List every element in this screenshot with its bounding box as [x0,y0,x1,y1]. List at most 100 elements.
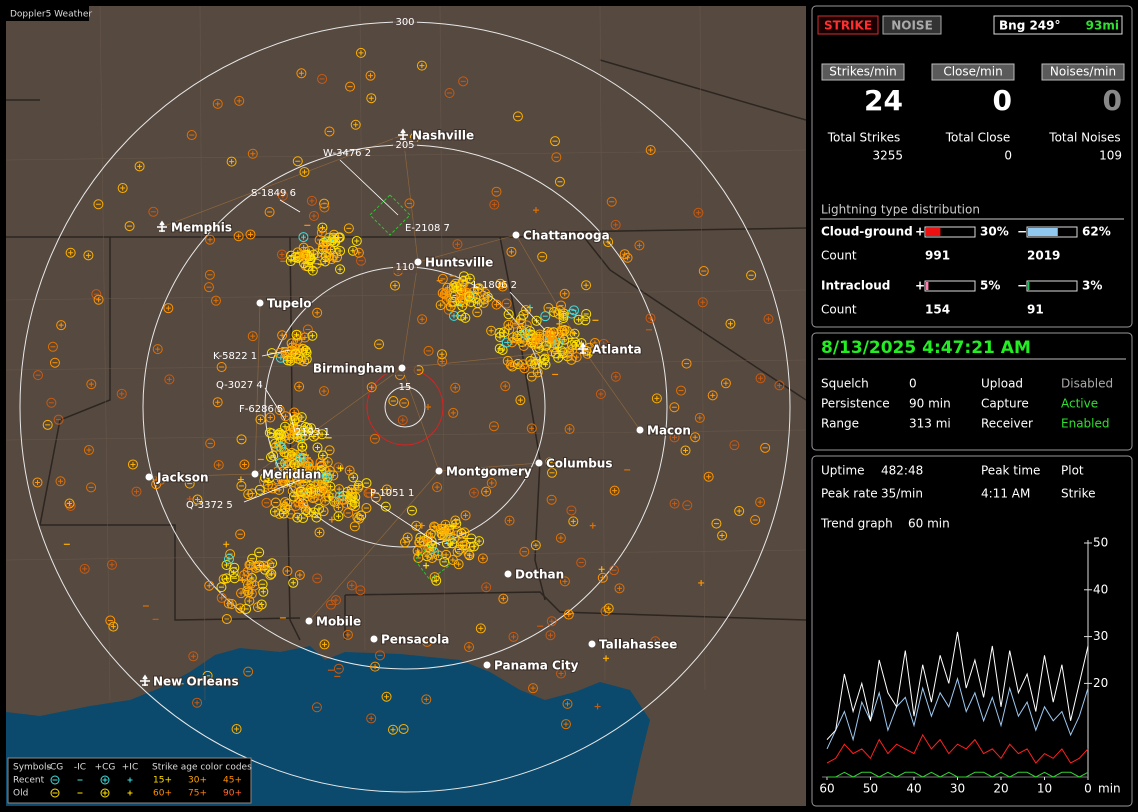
strike-symbol [501,337,512,348]
strike-sign [68,250,74,256]
strike-sign [613,222,619,228]
strike-symbol [321,471,332,482]
percent-label: 3% [1082,279,1102,293]
strike-button[interactable] [817,15,879,35]
strike-symbol [694,412,705,423]
strike-symbol [498,593,509,604]
strike-symbol [164,374,175,385]
strike-symbol [274,405,285,416]
legend-age: 45+ [223,776,242,786]
strike-symbol [450,382,461,393]
strike-symbol [370,492,381,503]
storm-label: E-2108 7 [405,223,450,234]
strike-symbol [316,227,327,238]
total-label: Total Noises [1048,131,1120,145]
strike-sign [303,348,309,354]
strike-symbol [314,527,325,538]
strike-symbol [253,562,264,573]
strike-symbol [477,553,488,564]
strike-sign [268,571,274,577]
strike-sign [278,432,284,438]
strike-symbol [301,354,312,365]
rate-header [931,63,1015,81]
strike-symbol [93,199,104,210]
strike-symbol [546,467,557,478]
strike-symbol [289,415,300,426]
strike-symbol [311,512,322,523]
distribution-row-label: Intracloud [821,279,890,293]
strike-symbol [690,432,701,443]
strike-symbol [520,305,531,316]
strike-symbol [390,280,401,291]
strike-symbol [307,330,318,341]
strike-sign [463,512,469,518]
strike-symbol [55,476,66,487]
bar-track [924,226,976,238]
strike-symbol [547,334,558,345]
storm-leader [261,349,291,357]
status-cell: Squelch [821,377,869,391]
strike-symbol [249,580,260,591]
strike-symbol [750,515,761,526]
strike-symbol [457,537,468,548]
strike-symbol [698,579,705,586]
strike-sign [291,417,297,423]
storm-leader [509,291,546,331]
strike-symbol [437,273,448,284]
strike-symbol [453,559,464,570]
stats-cell: Uptime [821,464,865,478]
title-badge [6,6,89,21]
strike-sign [293,351,299,357]
strike-sign [335,513,341,519]
strike-symbol [570,337,581,348]
strike-symbol [255,414,266,425]
strike-sign [120,185,126,191]
strike-symbol [464,291,475,302]
noise-button[interactable] [882,15,942,35]
strike-symbol [254,560,265,571]
strike-sign [601,341,607,347]
strike-symbol [105,615,116,626]
strike-sign [602,608,608,614]
strike-symbol [268,450,279,461]
strike-symbol [328,516,335,523]
strike-sign [82,566,88,572]
strike-sign [347,468,353,474]
strike-symbol [526,423,537,434]
rate-value: 0 [993,84,1012,117]
strike-symbol [331,252,342,263]
strike-symbol [188,651,199,662]
strike-symbol [56,320,67,331]
strike-symbol [608,565,619,576]
strike-symbol [519,363,530,374]
city-label: Macon [647,424,691,438]
strike-symbol [581,308,592,319]
strike-symbol [152,344,163,355]
strike-symbol [681,358,692,369]
strike-symbol [290,501,301,512]
legend-column: -CG [47,763,64,773]
strike-symbol [669,402,680,413]
strike-symbol [163,303,174,314]
strike-symbol [755,373,766,384]
strike-symbol [400,537,411,548]
strike-symbol [302,472,313,483]
strike-sign [439,359,445,365]
strike-symbol [202,670,213,681]
strike-symbol [397,415,408,426]
count-label: Count [821,249,857,263]
strike-symbol [333,462,344,473]
strike-symbol [337,465,344,472]
strike-symbol [331,496,342,507]
map-labels: Doppler5 Weather 300 205 110 15 W-3476 2 S-184… [6,6,692,804]
strike-sign [476,285,482,291]
strike-symbol [294,569,305,580]
strike-symbol [463,548,474,559]
strike-sign [349,582,355,588]
strike-symbol [645,313,656,324]
strike-symbol [65,247,76,258]
city-label: Panama City [494,659,579,673]
map-view[interactable]: Doppler5 Weather 300 205 110 15 W-3476 2 S-184… [6,6,806,806]
strike-symbol [651,393,662,404]
strike-sign [282,424,288,430]
